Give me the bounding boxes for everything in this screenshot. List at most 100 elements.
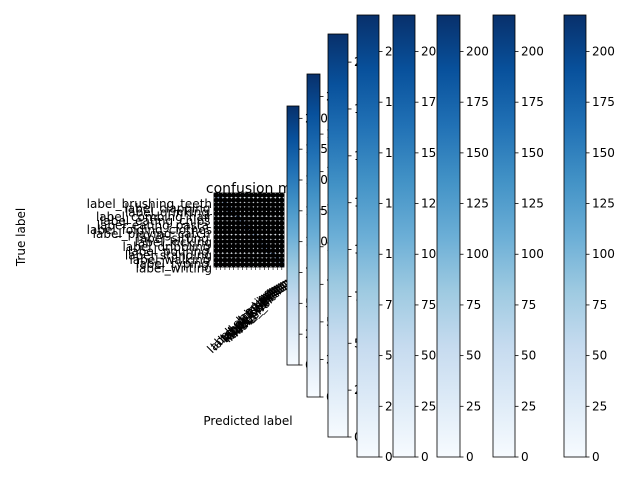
matrix-cell [244,243,249,249]
matrix-cell [257,202,263,207]
matrix-cell [218,234,223,240]
matrix-cell [262,193,267,198]
matrix-cell-mark: ● [222,228,228,236]
matrix-cell [270,253,276,258]
matrix-cell-mark: ● [231,233,237,241]
matrix-cell-mark: ● [231,196,237,204]
matrix-cell-mark: ● [253,214,259,222]
matrix-cell-mark: ● [244,214,250,222]
matrix-cell-mark: ● [213,191,219,199]
matrix-cell [249,248,254,254]
matrix-cell [218,202,223,207]
matrix-cell [240,193,245,198]
matrix-cell-mark: ● [235,237,241,245]
matrix-cell [244,248,249,254]
matrix-cell [235,193,241,198]
matrix-cell-mark: ● [231,210,237,218]
matrix-cell [266,243,271,249]
matrix-cell [253,220,258,226]
matrix-cell [270,225,276,230]
matrix-cell-mark: ● [248,242,254,250]
matrix-cell [249,216,254,221]
matrix-cell [257,243,263,249]
matrix-cell [222,262,228,267]
matrix-cell-mark: ● [235,196,241,204]
matrix-cell-mark: ● [222,256,228,264]
matrix-cell [214,230,219,235]
matrix-cell [214,220,219,226]
matrix-cell [214,197,219,203]
matrix-cell [249,239,254,244]
matrix-cell-mark: ● [226,237,232,245]
matrix-cell [222,243,228,249]
matrix-cell [279,193,284,198]
matrix-cell [235,257,241,263]
matrix-cell-mark: ● [274,210,280,218]
matrix-cell [279,225,284,230]
matrix-cell [249,211,254,217]
matrix-cell-mark: ● [239,251,245,259]
matrix-cell [257,193,263,198]
matrix-cell [275,253,280,258]
matrix-cell [253,248,258,254]
matrix-cell [262,248,267,254]
matrix-cell-mark: ● [279,228,285,236]
matrix-cell [227,262,232,267]
matrix-cell [222,211,228,217]
matrix-cell-mark: ● [257,191,263,199]
matrix-cell [227,257,232,263]
matrix-cell [262,211,267,217]
matrix-cell [270,193,276,198]
matrix-cell-mark: ● [235,228,241,236]
matrix-cell-mark: ● [222,261,228,269]
matrix-cell-mark: ● [266,196,272,204]
matrix-cell-mark: ● [213,251,219,259]
matrix-cell [262,253,267,258]
colorbar-tick-label: 25 [592,399,607,413]
matrix-cell-mark: ● [239,205,245,213]
matrix-cell [275,262,280,267]
matrix-cell-mark: ● [244,228,250,236]
matrix-cell [279,202,284,207]
matrix-cell [235,230,241,235]
matrix-cell [275,211,280,217]
matrix-cell [262,243,267,249]
matrix-cell [257,230,263,235]
colorbar-tick-label: 50 [592,349,607,363]
matrix-cell [218,230,223,235]
matrix-cell-mark: ● [253,247,259,255]
row-tick-label: label_walking [129,253,210,267]
matrix-cell [214,262,219,267]
matrix-cell [240,220,245,226]
matrix-cell [279,243,284,249]
matrix-cell [275,197,280,203]
colorbar-gradient [327,33,349,438]
matrix-cell-mark: ● [239,210,245,218]
matrix-cell-mark: ● [279,251,285,259]
matrix-cell-mark: ● [248,219,254,227]
column-tick-labels: label_clappinglabel_drinkinglabel_eating… [204,274,295,356]
matrix-cell-mark: ● [257,233,263,241]
matrix-cell [266,193,271,198]
matrix-cell [270,248,276,254]
matrix-cell-mark: ● [279,200,285,208]
matrix-cell [262,206,267,212]
matrix-cell [270,243,276,249]
matrix-cell-mark: ● [266,210,272,218]
matrix-cell-mark: ● [266,261,272,269]
matrix-cell-mark: ● [253,251,259,259]
matrix-cell [227,248,232,254]
colorbar-tick-label: 175 [521,95,544,109]
matrix-cell [266,257,271,263]
matrix-cell-mark: ● [266,214,272,222]
colorbar-tick-label: 150 [592,146,615,160]
matrix-cell-mark: ● [270,256,276,264]
matrix-cell [270,206,276,212]
matrix-cell [240,206,245,212]
matrix-cell [222,253,228,258]
row-tick-labels: label_brushing_teethlabel_clappinglabel_… [87,197,212,276]
matrix-cell-mark: ● [261,251,267,259]
matrix-cell-mark: ● [231,219,237,227]
matrix-cell [235,211,241,217]
colorbar-tick-label: 0 [592,450,600,464]
